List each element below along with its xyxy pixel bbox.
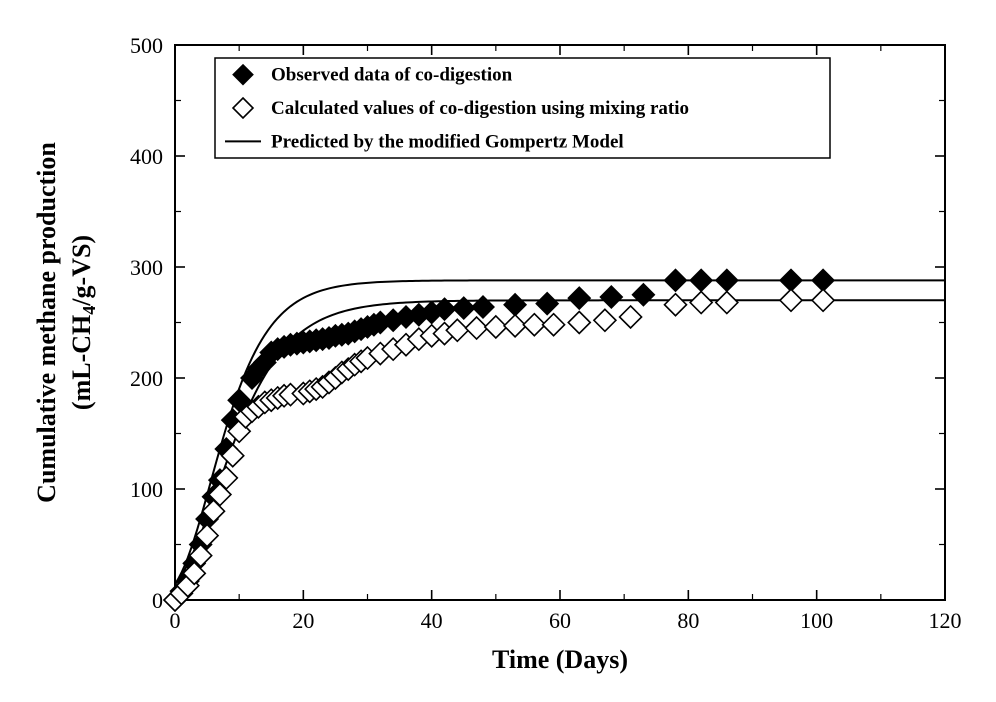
svg-text:80: 80 xyxy=(677,608,699,633)
svg-text:100: 100 xyxy=(800,608,833,633)
svg-text:Cumulative methane production: Cumulative methane production xyxy=(32,142,61,503)
methane-chart: 0204060801001200100200300400500Time (Day… xyxy=(0,0,996,702)
chart-svg: 0204060801001200100200300400500Time (Day… xyxy=(0,0,996,702)
svg-text:40: 40 xyxy=(421,608,443,633)
svg-text:60: 60 xyxy=(549,608,571,633)
svg-text:Time (Days): Time (Days) xyxy=(492,645,628,674)
svg-text:200: 200 xyxy=(130,366,163,391)
svg-text:120: 120 xyxy=(929,608,962,633)
svg-text:500: 500 xyxy=(130,33,163,58)
svg-text:400: 400 xyxy=(130,144,163,169)
svg-text:(mL-CH4/g-VS): (mL-CH4/g-VS) xyxy=(67,235,99,410)
svg-text:100: 100 xyxy=(130,477,163,502)
svg-text:Predicted by the modified Gomp: Predicted by the modified Gompertz Model xyxy=(271,131,624,152)
svg-text:0: 0 xyxy=(152,588,163,613)
svg-text:Calculated values of co-digest: Calculated values of co-digestion using … xyxy=(271,98,689,119)
svg-text:20: 20 xyxy=(292,608,314,633)
svg-text:300: 300 xyxy=(130,255,163,280)
svg-text:Observed data of co-digestion: Observed data of co-digestion xyxy=(271,65,513,86)
